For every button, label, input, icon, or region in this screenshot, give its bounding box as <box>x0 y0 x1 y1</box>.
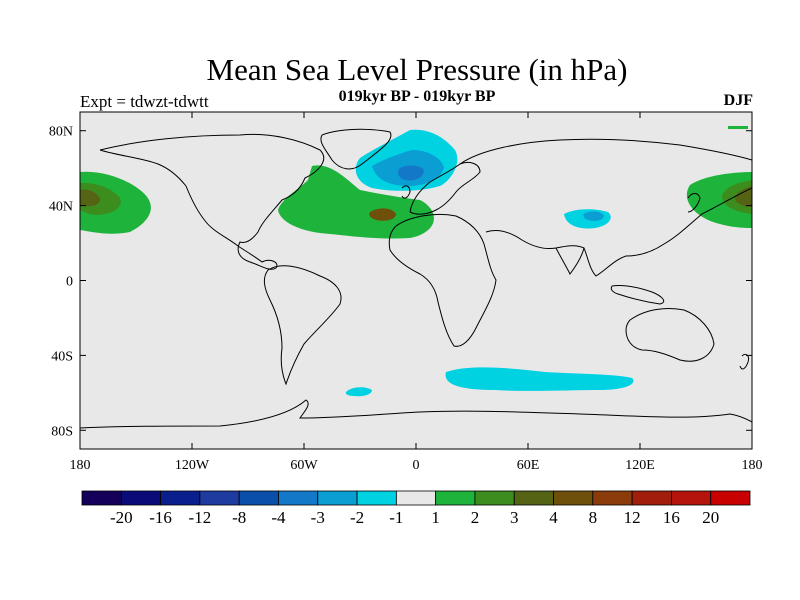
colorbar-swatch <box>710 490 751 506</box>
lon-tick-label: 60W <box>290 458 318 473</box>
nordic-core-negative-anomaly <box>397 165 424 181</box>
period-label: 019kyr BP - 019kyr BP <box>338 88 496 105</box>
colorbar-swatch <box>631 490 672 506</box>
colorbar-swatch <box>120 490 161 506</box>
season-label: DJF <box>723 92 753 109</box>
asia-strong-negative-anomaly <box>583 211 604 221</box>
colorbar-label: 3 <box>509 508 519 527</box>
lon-tick-label: 180 <box>742 458 763 473</box>
south-atlantic-negative-anomaly <box>345 387 372 397</box>
lat-tick-label: 40S <box>51 349 73 364</box>
colorbar-label: 16 <box>662 508 680 527</box>
pacific-core-anomaly-east <box>735 186 752 207</box>
colorbar-swatch <box>317 490 358 506</box>
latitude-axis: 80N 40N 0 40S 80S <box>49 125 752 439</box>
colorbar-label: 8 <box>588 508 598 527</box>
colorbar-swatch <box>592 490 633 506</box>
atlantic-positive-anomaly <box>278 165 434 239</box>
colorbar-label: 2 <box>470 508 480 527</box>
lon-tick-label: 60E <box>517 458 540 473</box>
colorbar-label: 12 <box>623 508 641 527</box>
pressure-anomaly-fields <box>80 126 752 429</box>
colorbar-label: -2 <box>349 508 365 527</box>
lon-tick-label: 0 <box>413 458 420 473</box>
colorbar <box>81 490 751 506</box>
lon-tick-label: 120W <box>175 458 210 473</box>
lat-tick-label: 80S <box>51 424 73 439</box>
longitude-axis: 180 120W 60W 0 60E 120E 180 <box>70 112 763 473</box>
lon-tick-label: 120E <box>625 458 655 473</box>
colorbar-swatch <box>356 490 397 506</box>
colorbar-swatch <box>553 490 594 506</box>
colorbar-label: -12 <box>188 508 212 527</box>
colorbar-label: -4 <box>271 508 286 527</box>
colorbar-swatch <box>513 490 554 506</box>
colorbar-swatch <box>278 490 319 506</box>
colorbar-label: -8 <box>232 508 247 527</box>
pacific-core-anomaly-west <box>80 189 100 207</box>
colorbar-label: -1 <box>389 508 404 527</box>
colorbar-label: -20 <box>109 508 133 527</box>
figure-title: Mean Sea Level Pressure (in hPa) <box>206 52 628 87</box>
atlantic-strong-anomaly <box>369 208 396 221</box>
colorbar-swatch <box>199 490 240 506</box>
southern-ocean-negative-anomaly <box>445 367 634 391</box>
coastlines <box>80 128 752 429</box>
lat-tick-label: 80N <box>49 125 73 140</box>
colorbar-swatch <box>160 490 201 506</box>
colorbar-swatch <box>81 490 122 506</box>
colorbar-label: 1 <box>431 508 440 527</box>
colorbar-label: 20 <box>702 508 720 527</box>
colorbar-swatch <box>474 490 515 506</box>
lon-tick-label: 180 <box>70 458 91 473</box>
experiment-label: Expt = tdwzt-tdwtt <box>80 92 209 111</box>
arctic-positive-sliver <box>728 126 748 129</box>
lat-tick-label: 0 <box>66 275 73 290</box>
colorbar-label: -16 <box>149 508 172 527</box>
colorbar-swatch <box>671 490 712 506</box>
lat-tick-label: 40N <box>49 200 73 215</box>
colorbar-swatch <box>238 490 279 506</box>
colorbar-label: -3 <box>310 508 325 527</box>
colorbar-label: 4 <box>549 508 558 527</box>
colorbar-swatch <box>435 490 476 506</box>
colorbar-swatch <box>395 490 437 506</box>
